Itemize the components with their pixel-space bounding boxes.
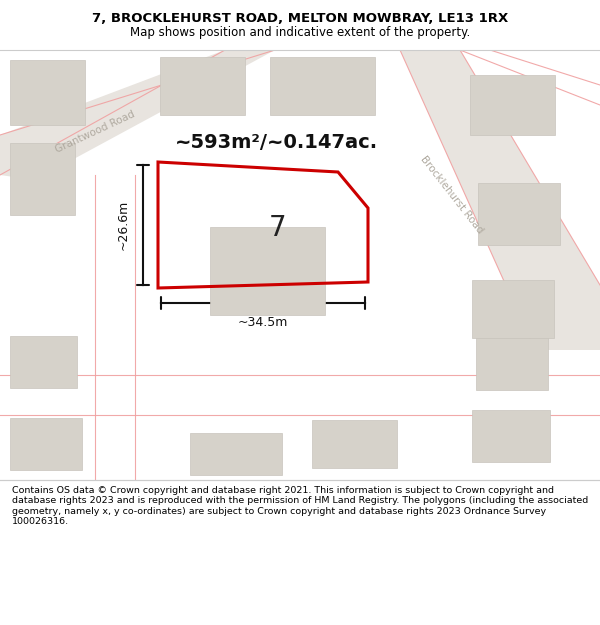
Bar [210, 227, 325, 315]
Text: 7: 7 [269, 214, 287, 242]
Bar [190, 433, 282, 475]
Polygon shape [0, 50, 275, 180]
Text: ~593m²/~0.147ac.: ~593m²/~0.147ac. [175, 132, 378, 151]
Bar [478, 183, 560, 245]
Bar [10, 418, 82, 470]
Bar [160, 57, 245, 115]
Bar [472, 280, 554, 338]
Text: ~34.5m: ~34.5m [238, 316, 288, 329]
Text: Brocklehurst Road: Brocklehurst Road [419, 154, 485, 236]
Text: Map shows position and indicative extent of the property.: Map shows position and indicative extent… [130, 26, 470, 39]
Bar [270, 57, 375, 115]
Text: Contains OS data © Crown copyright and database right 2021. This information is : Contains OS data © Crown copyright and d… [12, 486, 588, 526]
Bar [472, 410, 550, 462]
Bar [10, 336, 77, 388]
Text: ~26.6m: ~26.6m [116, 200, 130, 250]
Text: 7, BROCKLEHURST ROAD, MELTON MOWBRAY, LE13 1RX: 7, BROCKLEHURST ROAD, MELTON MOWBRAY, LE… [92, 12, 508, 26]
Bar [470, 75, 555, 135]
Bar [10, 60, 85, 125]
Bar [476, 338, 548, 390]
Polygon shape [400, 50, 600, 350]
Text: Grantwood Road: Grantwood Road [53, 109, 136, 155]
Bar [312, 420, 397, 468]
Bar [10, 143, 75, 215]
